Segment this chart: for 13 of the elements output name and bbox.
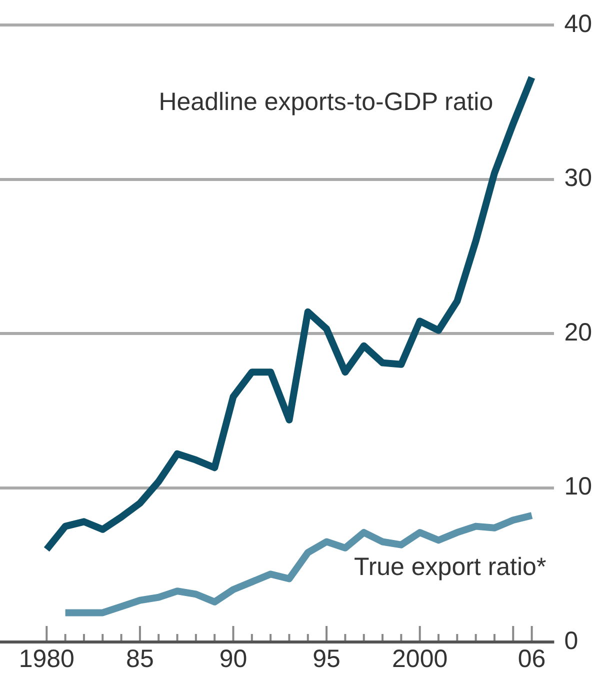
series-label: True export ratio* bbox=[354, 552, 546, 581]
x-tick-label: 85 bbox=[126, 644, 154, 673]
y-tick-label: 20 bbox=[564, 318, 592, 346]
y-tick-label: 40 bbox=[564, 10, 592, 38]
x-tick-label: 06 bbox=[518, 644, 546, 673]
x-tick-label: 2000 bbox=[392, 644, 448, 673]
x-tick-label: 1980 bbox=[18, 644, 74, 673]
x-tick-label: 90 bbox=[219, 644, 248, 673]
x-tick-label: 95 bbox=[312, 644, 340, 673]
y-tick-label: 0 bbox=[564, 626, 578, 655]
y-tick-label: 10 bbox=[564, 472, 592, 501]
y-tick-label: 30 bbox=[564, 164, 592, 192]
series-label: Headline exports-to-GDP ratio bbox=[158, 88, 494, 116]
